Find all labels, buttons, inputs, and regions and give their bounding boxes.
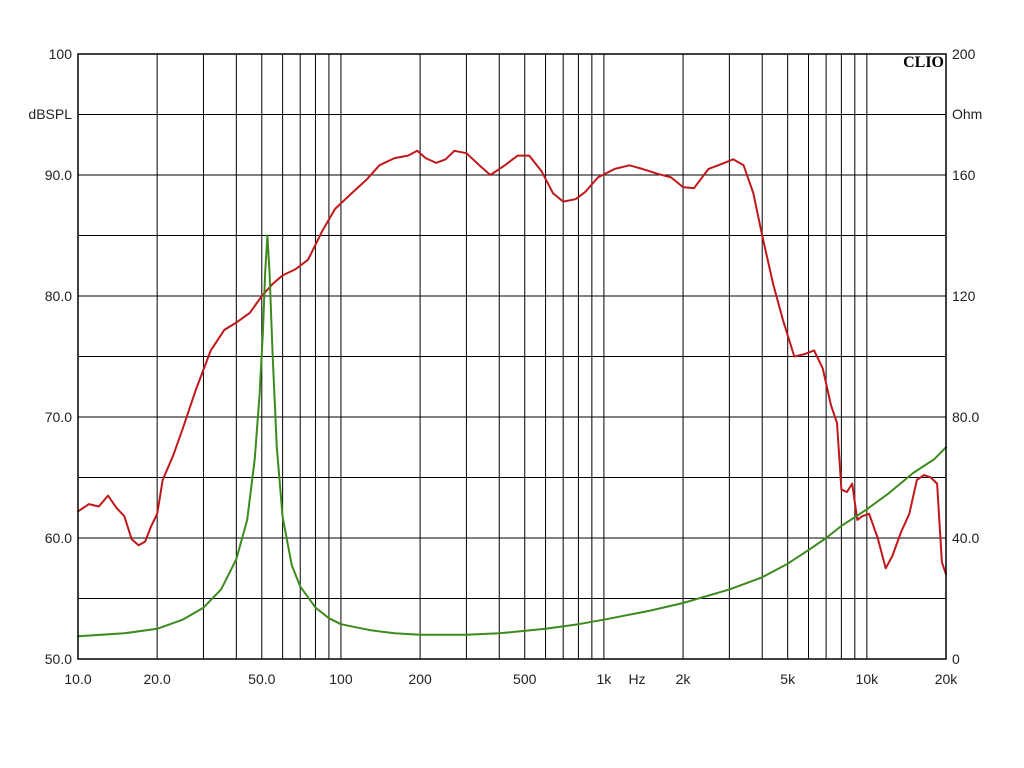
- y-right-tick-label: 40.0: [952, 530, 979, 546]
- spl-response-curve: [77, 149, 947, 576]
- y-left-tick-label: 70.0: [45, 409, 72, 425]
- x-tick-label: 200: [408, 671, 432, 687]
- x-tick-label: 20k: [935, 671, 959, 687]
- x-tick-label: 10.0: [64, 671, 91, 687]
- axis-labels: dBSPL Ohm Hz CLIO 10.0 20.0 50.0 100 200 500 1…: [28, 46, 982, 687]
- x-tick-label: 20.0: [144, 671, 171, 687]
- x-tick-label: 2k: [676, 671, 692, 687]
- x-tick-label: 50.0: [248, 671, 275, 687]
- x-tick-label: 10k: [856, 671, 880, 687]
- series-lines: [77, 149, 947, 638]
- grid-lines: [78, 54, 946, 659]
- y-right-tick-label: 200: [952, 46, 976, 62]
- y-left-tick-label: 60.0: [45, 530, 72, 546]
- y-right-tick-label: 120: [952, 288, 976, 304]
- clio-brand-mark: CLIO: [903, 54, 944, 71]
- y-left-tick-label: 90.0: [45, 167, 72, 183]
- x-tick-label: 100: [329, 671, 353, 687]
- y-right-tick-label: 160: [952, 167, 976, 183]
- plot-border: [77, 53, 947, 660]
- y-left-tick-label: 80.0: [45, 288, 72, 304]
- impedance-curve: [77, 234, 947, 638]
- x-tick-label: 1k: [596, 671, 612, 687]
- y-left-tick-label: 100: [49, 46, 73, 62]
- y-right-tick-label: 80.0: [952, 409, 979, 425]
- y-axis-left-label: dBSPL: [28, 106, 72, 122]
- x-tick-label: 500: [513, 671, 537, 687]
- y-left-tick-label: 50.0: [45, 651, 72, 667]
- x-axis-label: Hz: [628, 671, 645, 687]
- y-axis-right-label: Ohm: [952, 106, 982, 122]
- x-tick-label: 5k: [780, 671, 796, 687]
- y-right-tick-label: 0: [952, 651, 960, 667]
